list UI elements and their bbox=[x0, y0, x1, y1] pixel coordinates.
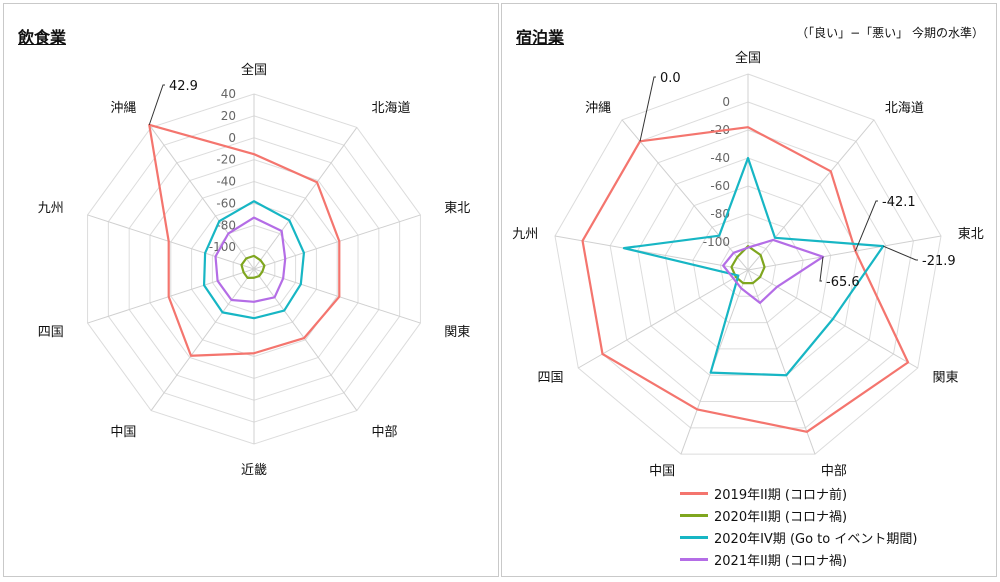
leader-line bbox=[819, 256, 824, 282]
grid-ring bbox=[609, 129, 887, 403]
grid-ring bbox=[719, 241, 777, 297]
data-annotation: -65.6 bbox=[819, 256, 860, 290]
tick-label: -40 bbox=[216, 175, 236, 189]
grid-spoke bbox=[621, 119, 749, 271]
axis-label: 中国 bbox=[110, 425, 136, 440]
data-annotation: -21.9 bbox=[883, 245, 956, 269]
data-annotation: -42.1 bbox=[854, 195, 916, 252]
series-line bbox=[730, 245, 766, 285]
axis-label: 中国 bbox=[649, 464, 675, 479]
grid-ring bbox=[554, 73, 942, 455]
series-line bbox=[722, 238, 825, 304]
axis-label: 中部 bbox=[821, 464, 847, 479]
grid-spoke bbox=[747, 235, 942, 271]
annotation-label: -65.6 bbox=[826, 275, 860, 290]
grid-spoke bbox=[747, 119, 875, 271]
legend: 2019年II期 (コロナ前) 2020年II期 (コロナ禍) 2020年IV期… bbox=[680, 482, 917, 570]
axis-label: 四国 bbox=[38, 325, 64, 340]
axis-label: 関東 bbox=[444, 324, 470, 340]
radar-grid bbox=[554, 73, 942, 455]
grid-ring bbox=[637, 157, 859, 376]
tick-label: -40 bbox=[710, 151, 730, 165]
lodging-radar-chart: 0-20-40-60-80-100全国北海道東北関東中部中国四国九州沖縄0.0-… bbox=[512, 50, 984, 479]
axis-label: 全国 bbox=[735, 50, 761, 66]
leader-line bbox=[639, 76, 656, 142]
annotation-label: 42.9 bbox=[169, 79, 198, 94]
axis-label: 四国 bbox=[538, 371, 564, 386]
grid-spoke bbox=[253, 127, 358, 270]
grid-spoke bbox=[747, 269, 816, 455]
annotation-label: -42.1 bbox=[882, 195, 916, 210]
legend-swatch bbox=[680, 513, 708, 517]
grid-spoke bbox=[253, 214, 421, 270]
axis-label: 東北 bbox=[958, 226, 984, 242]
leader-line bbox=[883, 245, 918, 261]
axis-label: 近畿 bbox=[241, 463, 267, 478]
legend-swatch bbox=[680, 491, 708, 495]
annotation-label: -21.9 bbox=[922, 254, 956, 269]
grid-spoke bbox=[150, 127, 255, 270]
legend-label: 2019年II期 (コロナ前) bbox=[714, 487, 848, 503]
chart-note: （「良い」−「悪い」 今期の水準） bbox=[796, 26, 984, 40]
series-line bbox=[148, 123, 341, 357]
series-line bbox=[581, 126, 910, 433]
data-annotation: 42.9 bbox=[148, 79, 198, 126]
grid-spoke bbox=[554, 235, 749, 271]
axis-label: 沖縄 bbox=[110, 101, 136, 116]
tick-label: -60 bbox=[216, 196, 236, 210]
legend-label: 2020年II期 (コロナ禍) bbox=[714, 509, 848, 525]
tick-label: -100 bbox=[703, 235, 730, 249]
grid-spoke bbox=[87, 214, 255, 270]
tick-label: 40 bbox=[221, 87, 236, 101]
axis-label: 沖縄 bbox=[585, 101, 611, 116]
axis-label: 北海道 bbox=[372, 101, 411, 116]
series-line bbox=[202, 200, 306, 320]
legend-label: 2020年IV期 (Go to イベント期間) bbox=[714, 531, 918, 547]
legend-swatch bbox=[680, 535, 708, 539]
axis-label: 関東 bbox=[932, 370, 958, 386]
grid-spoke bbox=[150, 268, 255, 411]
axis-label: 九州 bbox=[38, 201, 64, 216]
legend-label: 2021年II期 (コロナ禍) bbox=[714, 553, 848, 569]
tick-label: 0 bbox=[722, 95, 730, 109]
legend-item: 2019年II期 (コロナ前) bbox=[680, 482, 917, 504]
series-line bbox=[214, 216, 287, 303]
lodging-radar-panel: 宿泊業 （「良い」−「悪い」 今期の水準） 0 -20 -40 -60 -80 -100 全… bbox=[501, 3, 997, 577]
series-line bbox=[240, 254, 266, 279]
axis-label: 北海道 bbox=[885, 101, 924, 116]
radar-grid bbox=[87, 93, 421, 445]
tick-label: -60 bbox=[710, 179, 730, 193]
lodging-chart-title: 宿泊業 bbox=[516, 28, 565, 47]
tick-label: -80 bbox=[216, 218, 236, 232]
grid-ring bbox=[692, 213, 804, 324]
grid-spoke bbox=[87, 268, 255, 324]
grid-spoke bbox=[578, 269, 749, 369]
grid-ring bbox=[664, 185, 832, 350]
tick-label: 0 bbox=[228, 131, 236, 145]
legend-swatch bbox=[680, 557, 708, 561]
data-annotation: 0.0 bbox=[639, 71, 681, 142]
legend-item: 2020年IV期 (Go to イベント期間) bbox=[680, 526, 917, 548]
legend-item: 2021年II期 (コロナ禍) bbox=[680, 548, 917, 570]
legend-item: 2020年II期 (コロナ禍) bbox=[680, 504, 917, 526]
leader-line bbox=[854, 200, 878, 252]
axis-label: 東北 bbox=[444, 200, 470, 216]
axis-label: 全国 bbox=[241, 62, 267, 78]
axis-label: 中部 bbox=[372, 425, 398, 440]
tick-label: 20 bbox=[221, 109, 236, 123]
tick-label: -100 bbox=[209, 240, 236, 254]
grid-spoke bbox=[253, 268, 358, 411]
restaurant-chart-title: 飲食業 bbox=[18, 28, 67, 47]
leader-line bbox=[148, 84, 165, 126]
tick-label: -20 bbox=[216, 153, 236, 167]
restaurant-radar-panel: 飲食業 40 20 0 -20 -40 -60 -80 -100 全国北海道東北関東中部近畿 中国… bbox=[3, 3, 499, 577]
axis-label: 九州 bbox=[512, 227, 538, 242]
series-line bbox=[622, 156, 885, 377]
grid-spoke bbox=[253, 268, 421, 324]
annotation-label: 0.0 bbox=[660, 71, 681, 86]
